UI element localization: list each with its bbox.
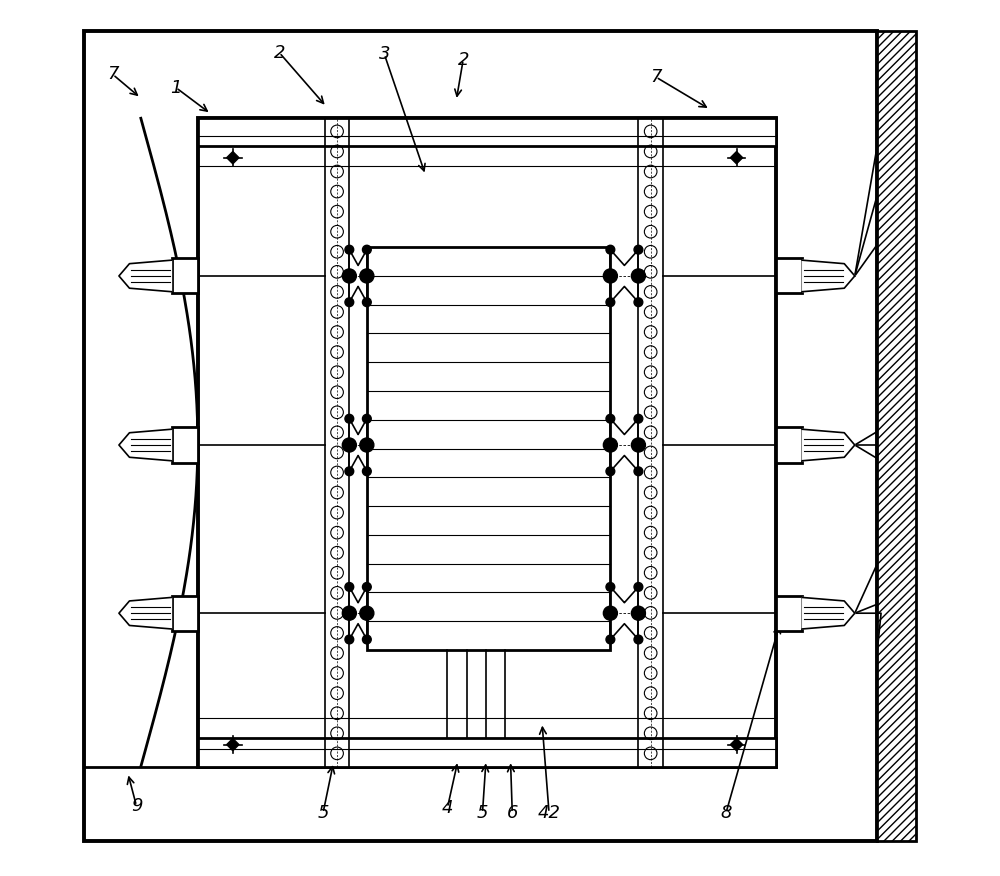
Polygon shape: [119, 429, 172, 461]
Polygon shape: [119, 597, 172, 629]
Circle shape: [345, 298, 354, 307]
Text: 5: 5: [477, 804, 488, 822]
Polygon shape: [730, 152, 743, 164]
Text: 6: 6: [507, 804, 518, 822]
Text: 7: 7: [650, 68, 662, 86]
Circle shape: [362, 245, 371, 254]
Circle shape: [603, 438, 617, 452]
Text: 3: 3: [379, 46, 390, 63]
Circle shape: [342, 269, 356, 283]
Circle shape: [362, 467, 371, 476]
Polygon shape: [119, 260, 172, 292]
Circle shape: [603, 606, 617, 620]
Circle shape: [606, 635, 615, 644]
Circle shape: [634, 245, 643, 254]
Circle shape: [345, 583, 354, 591]
Polygon shape: [802, 429, 855, 461]
Text: 4: 4: [442, 799, 453, 816]
Circle shape: [360, 269, 374, 283]
Circle shape: [345, 414, 354, 423]
Text: 2: 2: [273, 44, 285, 61]
Circle shape: [634, 467, 643, 476]
Circle shape: [342, 438, 356, 452]
Text: 2: 2: [457, 51, 469, 68]
Bar: [877, 31, 916, 841]
Polygon shape: [730, 738, 743, 751]
Circle shape: [631, 269, 645, 283]
Circle shape: [634, 298, 643, 307]
Bar: [776, 258, 802, 293]
Circle shape: [360, 438, 374, 452]
Polygon shape: [227, 152, 239, 164]
Circle shape: [362, 635, 371, 644]
Circle shape: [362, 583, 371, 591]
Bar: [776, 427, 802, 463]
Text: 8: 8: [720, 804, 732, 822]
Polygon shape: [227, 738, 239, 751]
Text: 5: 5: [317, 804, 329, 822]
Polygon shape: [802, 597, 855, 629]
Bar: [172, 258, 198, 293]
Bar: [367, 247, 610, 650]
Circle shape: [631, 606, 645, 620]
Text: 1: 1: [170, 79, 182, 96]
Bar: [172, 427, 198, 463]
Text: 7: 7: [107, 66, 119, 83]
Circle shape: [606, 245, 615, 254]
Circle shape: [345, 467, 354, 476]
Circle shape: [345, 635, 354, 644]
Circle shape: [631, 438, 645, 452]
Circle shape: [634, 414, 643, 423]
Circle shape: [606, 467, 615, 476]
Circle shape: [360, 606, 374, 620]
Circle shape: [342, 606, 356, 620]
Bar: [776, 596, 802, 631]
Text: 9: 9: [131, 797, 142, 815]
Circle shape: [362, 298, 371, 307]
Bar: [198, 118, 776, 766]
Bar: [172, 596, 198, 631]
Circle shape: [606, 583, 615, 591]
Text: 42: 42: [538, 804, 561, 822]
Polygon shape: [802, 260, 855, 292]
Circle shape: [603, 269, 617, 283]
Bar: [198, 738, 776, 766]
Circle shape: [345, 245, 354, 254]
Circle shape: [634, 635, 643, 644]
Circle shape: [634, 583, 643, 591]
Circle shape: [606, 298, 615, 307]
Circle shape: [606, 414, 615, 423]
Circle shape: [362, 414, 371, 423]
Bar: [198, 118, 776, 146]
